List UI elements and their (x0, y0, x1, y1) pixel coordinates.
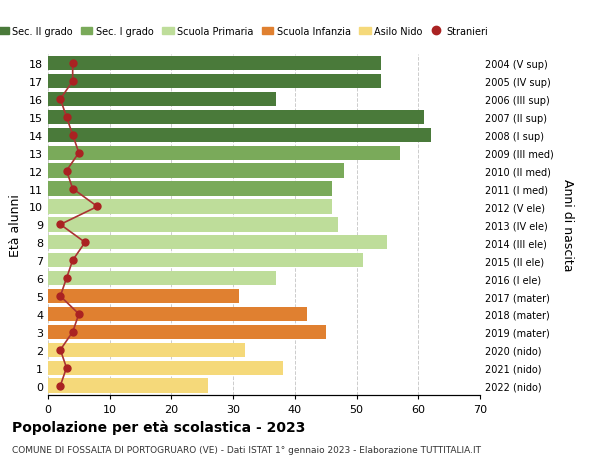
Legend: Sec. II grado, Sec. I grado, Scuola Primaria, Scuola Infanzia, Asilo Nido, Stran: Sec. II grado, Sec. I grado, Scuola Prim… (0, 22, 492, 40)
Bar (48, 271, 277, 285)
Bar (48, 361, 283, 375)
Bar (48, 57, 381, 71)
Bar (48, 111, 424, 125)
Text: Popolazione per età scolastica - 2023: Popolazione per età scolastica - 2023 (12, 420, 305, 435)
Bar (48, 325, 326, 339)
Bar (48, 146, 400, 161)
Text: COMUNE DI FOSSALTA DI PORTOGRUARO (VE) - Dati ISTAT 1° gennaio 2023 - Elaborazio: COMUNE DI FOSSALTA DI PORTOGRUARO (VE) -… (12, 445, 481, 454)
Bar (48, 200, 332, 214)
Y-axis label: Anni di nascita: Anni di nascita (560, 179, 574, 271)
Bar (48, 307, 307, 321)
Bar (48, 379, 208, 393)
Bar (48, 235, 388, 250)
Bar (48, 218, 338, 232)
Bar (48, 164, 344, 179)
Y-axis label: Età alunni: Età alunni (9, 194, 22, 256)
Bar (48, 289, 239, 303)
Bar (48, 343, 245, 357)
Bar (48, 75, 381, 89)
Bar (48, 129, 431, 143)
Bar (48, 93, 277, 107)
Bar (48, 182, 332, 196)
Bar (48, 253, 363, 268)
